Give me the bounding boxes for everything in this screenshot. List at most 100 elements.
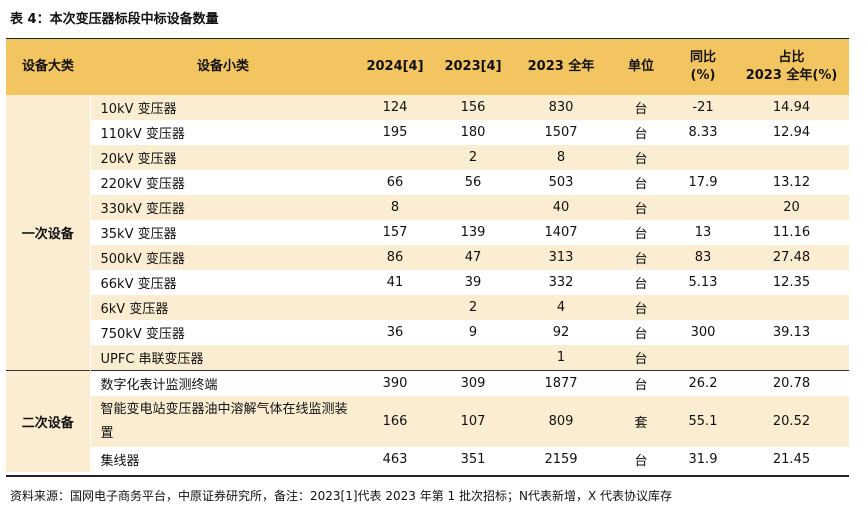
table-row: 220kV 变压器 66 56 503 台 17.9 13.12	[6, 170, 849, 195]
item-name-cell: 智能变电站变压器油中溶解气体在线监测装置	[90, 396, 356, 447]
header-row: 设备大类 设备小类 2024[4] 2023[4] 2023 全年 单位 同比 …	[6, 39, 849, 95]
value-2024-cell: 66	[386, 175, 404, 190]
yoy-cell: 26.2	[672, 370, 734, 396]
header-unit: 单位	[610, 39, 672, 95]
value-2024-cell	[356, 345, 434, 371]
share-cell: 27.48	[734, 245, 849, 270]
item-name-cell: 10kV 变压器	[90, 95, 356, 120]
value-2023-full-cell: 809	[512, 396, 610, 447]
value-2023-full-cell: 1877	[512, 370, 610, 396]
item-name-cell: 500kV 变压器	[90, 245, 356, 270]
value-2024-cell: 195	[382, 125, 408, 140]
header-2023-full: 2023 全年	[512, 39, 610, 95]
header-yoy-line2: (%)	[690, 68, 716, 83]
header-share-line1: 占比	[778, 50, 805, 65]
value-2023-full-cell: 313	[512, 245, 610, 270]
table-row: 二次设备 数字化表计监测终端 390 309 1877 台 26.2 20.78	[6, 370, 849, 472]
unit-cell: 台	[610, 145, 672, 170]
item-name-cell: 110kV 变压器	[100, 127, 185, 142]
unit-cell: 台	[610, 370, 672, 396]
category-cell: 二次设备	[6, 370, 91, 472]
table-row: 35kV 变压器 157 139 1407 台 13 11.16	[6, 220, 849, 245]
unit-cell: 台	[610, 245, 672, 270]
source-note: 资料来源：国网电子商务平台，中原证券研究所，备注：2023[1]代表 2023 …	[10, 489, 672, 503]
value-2023-period-cell: 309	[434, 370, 512, 396]
unit-cell: 台	[634, 227, 648, 242]
header-yoy: 同比 (%)	[672, 39, 734, 95]
table-row: UPFC 串联变压器 1 台	[6, 345, 849, 371]
share-cell	[734, 345, 849, 371]
value-2023-period-cell: 2	[434, 295, 512, 320]
value-2023-period-cell	[434, 195, 512, 220]
item-name-cell: 750kV 变压器	[100, 327, 185, 342]
top-rule	[6, 38, 849, 39]
unit-cell: 台	[634, 454, 648, 469]
table-body: 一次设备 10kV 变压器 124 156 830 台 -21 14.94 110kV 变压器 1…	[6, 95, 849, 472]
yoy-cell	[672, 295, 734, 320]
item-name-cell: 集线器	[100, 454, 140, 469]
value-2023-period-cell: 156	[434, 95, 512, 120]
value-2023-full-cell: 332	[548, 275, 574, 290]
value-2023-full-cell: 4	[512, 295, 610, 320]
yoy-cell: 13	[694, 225, 712, 240]
value-2024-cell	[356, 145, 434, 170]
share-cell: 20	[734, 195, 849, 220]
table-row: 一次设备 10kV 变压器 124 156 830 台 -21 14.94	[6, 95, 849, 371]
value-2024-cell: 36	[386, 325, 404, 340]
category-cell: 一次设备	[6, 95, 91, 371]
value-2023-period-cell: 9	[468, 325, 478, 340]
value-2023-full-cell: 503	[548, 175, 574, 190]
header-share: 占比 2023 全年(%)	[734, 39, 849, 95]
yoy-cell: 300	[690, 325, 716, 340]
yoy-cell	[672, 145, 734, 170]
equipment-table: 设备大类 设备小类 2024[4] 2023[4] 2023 全年 单位 同比 …	[6, 39, 849, 472]
value-2023-period-cell: 107	[434, 396, 512, 447]
value-2023-full-cell: 830	[512, 95, 610, 120]
item-name-cell: 220kV 变压器	[100, 177, 185, 192]
unit-cell: 台	[634, 277, 648, 292]
share-cell: 13.12	[772, 175, 811, 190]
share-cell: 12.35	[772, 275, 811, 290]
yoy-cell	[672, 195, 734, 220]
header-category: 设备大类	[6, 39, 90, 95]
yoy-cell: -21	[672, 95, 734, 120]
item-name-cell: 66kV 变压器	[100, 277, 177, 292]
value-2023-period-cell: 180	[460, 125, 486, 140]
share-cell: 14.94	[734, 95, 849, 120]
table-title: 表 4：本次变压器标段中标设备数量	[10, 12, 219, 27]
value-2023-period-cell	[434, 345, 512, 371]
item-name-cell: 20kV 变压器	[90, 145, 356, 170]
item-name-cell: 35kV 变压器	[100, 227, 177, 242]
table-row: 750kV 变压器 36 9 92 台 300 39.13	[6, 320, 849, 345]
share-cell: 21.45	[772, 452, 811, 467]
yoy-cell: 55.1	[672, 396, 734, 447]
header-yoy-line1: 同比	[689, 50, 716, 65]
value-2023-full-cell: 1507	[544, 125, 578, 140]
header-share-line2: 2023 全年(%)	[745, 68, 838, 83]
table-row: 66kV 变压器 41 39 332 台 5.13 12.35	[6, 270, 849, 295]
table-row: 110kV 变压器 195 180 1507 台 8.33 12.94	[6, 120, 849, 145]
value-2024-cell: 166	[356, 396, 434, 447]
header-item: 设备小类	[90, 39, 356, 95]
table-row: 智能变电站变压器油中溶解气体在线监测装置 166 107 809 套 55.1 20.52	[6, 396, 849, 447]
value-2023-period-cell: 47	[434, 245, 512, 270]
value-2023-full-cell: 92	[552, 325, 570, 340]
table-row: 20kV 变压器 2 8 台	[6, 145, 849, 170]
value-2023-full-cell: 2159	[544, 452, 578, 467]
share-cell: 12.94	[772, 125, 811, 140]
value-2024-cell: 8	[356, 195, 434, 220]
bottom-rule	[6, 475, 849, 477]
header-2024: 2024[4]	[356, 39, 434, 95]
item-name-cell: 330kV 变压器	[90, 195, 356, 220]
yoy-cell: 8.33	[688, 125, 718, 140]
value-2023-period-cell: 139	[460, 225, 486, 240]
value-2024-cell: 157	[382, 225, 408, 240]
unit-cell: 台	[634, 127, 648, 142]
table-row: 330kV 变压器 8 40 台 20	[6, 195, 849, 220]
value-2024-cell: 124	[356, 95, 434, 120]
value-2024-cell: 390	[356, 370, 434, 396]
yoy-cell: 17.9	[688, 175, 718, 190]
share-cell: 20.78	[734, 370, 849, 396]
share-cell	[734, 145, 849, 170]
value-2023-period-cell: 39	[464, 275, 482, 290]
